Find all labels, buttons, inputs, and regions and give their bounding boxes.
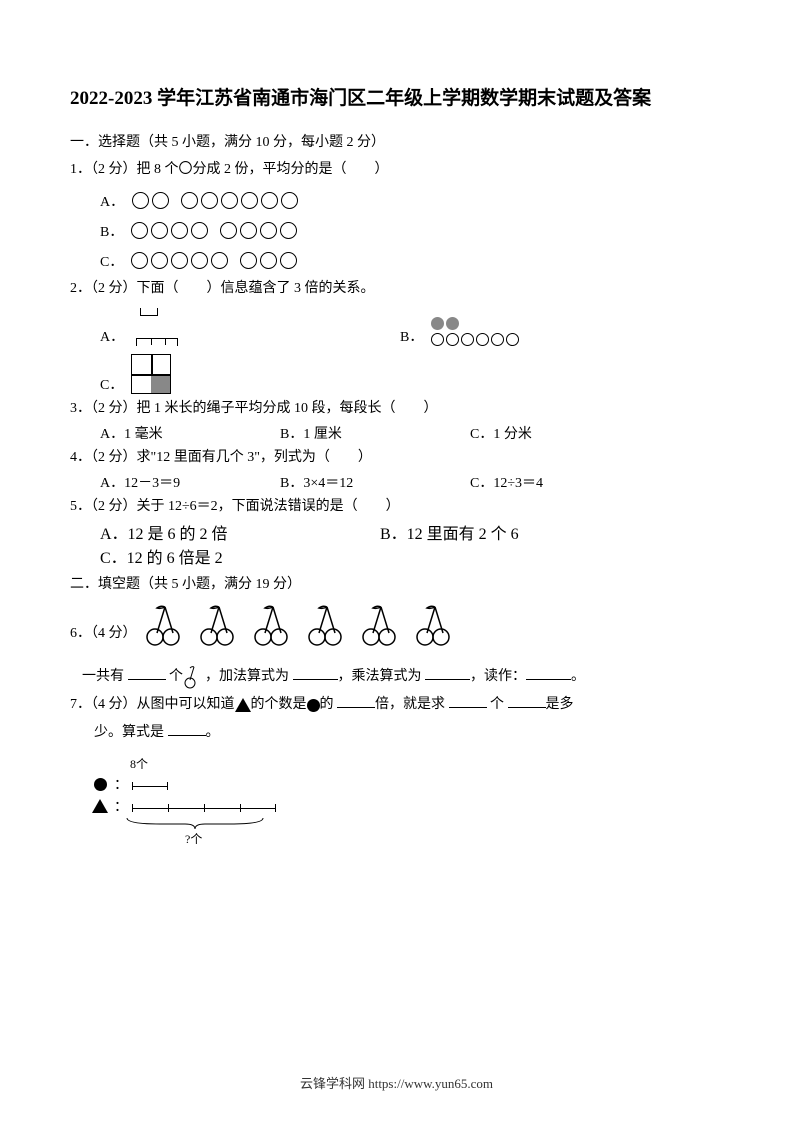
cherry-icon bbox=[249, 603, 297, 647]
section2-header: 二．填空题（共 5 小题，满分 19 分） bbox=[70, 572, 723, 597]
text: ，乘法算式为 bbox=[338, 669, 426, 684]
q1-option-b: B． bbox=[100, 218, 723, 244]
q2-option-b: B． bbox=[400, 317, 519, 346]
text: 。 bbox=[571, 669, 585, 684]
text: 少。算式是 bbox=[94, 725, 168, 740]
option-label: B． bbox=[400, 326, 423, 346]
q5-option-c: C．12 的 6 倍是 2 bbox=[100, 544, 223, 568]
q7-dot-row: ： bbox=[90, 774, 723, 794]
circle-group bbox=[240, 252, 297, 269]
q3-text: 3．（2 分）把 1 米长的绳子平均分成 10 段，每段长（ ） bbox=[70, 396, 723, 423]
text: 个 bbox=[166, 669, 184, 684]
colon: ： bbox=[114, 774, 128, 794]
q4-option-c: C．12÷3＝4 bbox=[470, 472, 543, 492]
q1-text: 1．（2 分）把 8 个〇分成 2 份，平均分的是（ ） bbox=[70, 157, 723, 184]
q4-options: A．12－3＝9 B．3×4＝12 C．12÷3＝4 bbox=[100, 472, 723, 492]
text: 倍，就是求 bbox=[375, 697, 449, 712]
label-question: ?个 bbox=[185, 830, 723, 847]
q4-text: 4．（2 分）求"12 里面有几个 3"，列式为（ ） bbox=[70, 445, 723, 472]
q3-option-b: B．1 厘米 bbox=[280, 423, 470, 443]
q1-option-c: C． bbox=[100, 248, 723, 274]
cherry-icon bbox=[195, 603, 243, 647]
label-8: 8个 bbox=[130, 755, 723, 772]
blank-input[interactable] bbox=[449, 692, 487, 708]
q7-line2: 少。算式是 。 bbox=[94, 719, 723, 747]
text: ，加法算式为 bbox=[205, 669, 293, 684]
q2-row1: A． B． bbox=[100, 308, 723, 346]
q6-line2: 一共有 个 ，加法算式为 ，乘法算式为 ，读作： 。 bbox=[82, 663, 723, 691]
q3-options: A．1 毫米 B．1 厘米 C．1 分米 bbox=[100, 423, 723, 443]
blank-input[interactable] bbox=[425, 664, 470, 680]
blank-input[interactable] bbox=[128, 664, 166, 680]
q4-option-b: B．3×4＝12 bbox=[280, 472, 470, 492]
text: 7．（4 分）从图中可以知道 bbox=[70, 697, 235, 712]
dot-icon bbox=[94, 778, 107, 791]
blank-input[interactable] bbox=[168, 720, 206, 736]
circle-group bbox=[131, 252, 228, 269]
line-segment-icon bbox=[132, 800, 276, 812]
text: 的个数是 bbox=[251, 697, 307, 712]
blank-input[interactable] bbox=[526, 664, 571, 680]
circle-group bbox=[181, 192, 298, 209]
option-label: C． bbox=[100, 374, 123, 394]
triangle-icon bbox=[235, 698, 251, 712]
q6-label: 6．（4 分） bbox=[70, 621, 137, 648]
q5-options-row1: A．12 是 6 的 2 倍 B．12 里面有 2 个 6 bbox=[100, 520, 723, 544]
circle-group bbox=[220, 222, 297, 239]
cherry-icon bbox=[411, 603, 459, 647]
grid-square-icon bbox=[131, 354, 171, 394]
q3-option-a: A．1 毫米 bbox=[100, 423, 280, 443]
q6-row: 6．（4 分） bbox=[70, 603, 723, 647]
q1-option-a: A． bbox=[100, 188, 723, 214]
text: 个 bbox=[487, 697, 508, 712]
cherry-icon bbox=[357, 603, 405, 647]
triangle-icon bbox=[92, 799, 108, 813]
option-label: A． bbox=[100, 191, 124, 211]
q2-option-c: C． bbox=[100, 354, 723, 394]
dot-icon bbox=[307, 699, 320, 712]
blank-input[interactable] bbox=[337, 692, 375, 708]
brace-icon bbox=[125, 816, 265, 830]
cherry-icon bbox=[141, 603, 189, 647]
blank-input[interactable] bbox=[508, 692, 546, 708]
exam-title: 2022-2023 学年江苏省南通市海门区二年级上学期数学期末试题及答案 bbox=[70, 80, 723, 118]
q2-text: 2．（2 分）下面（ ）信息蕴含了 3 倍的关系。 bbox=[70, 276, 723, 303]
option-label: A． bbox=[100, 326, 124, 346]
circle-group bbox=[132, 192, 169, 209]
cherry-icon bbox=[303, 603, 351, 647]
option-label: C． bbox=[100, 251, 123, 271]
q7-line1: 7．（4 分）从图中可以知道 的个数是的 倍，就是求 个 是多 bbox=[70, 691, 723, 719]
bracket-diagram-icon bbox=[132, 308, 182, 346]
page-footer: 云锋学科网 https://www.yun65.com bbox=[0, 1073, 793, 1092]
q3-option-c: C．1 分米 bbox=[470, 423, 532, 443]
section1-header: 一．选择题（共 5 小题，满分 10 分，每小题 2 分） bbox=[70, 130, 723, 155]
colon: ： bbox=[114, 796, 128, 816]
q5-option-a: A．12 是 6 的 2 倍 bbox=[100, 520, 380, 544]
q7-diagram: 8个 ： ： ?个 bbox=[90, 755, 723, 847]
text: ，读作： bbox=[470, 669, 526, 684]
line-segment-icon bbox=[132, 778, 168, 790]
text: 。 bbox=[206, 725, 220, 740]
option-label: B． bbox=[100, 221, 123, 241]
circle-array-icon bbox=[431, 317, 519, 346]
text: 一共有 bbox=[82, 669, 128, 684]
q2-option-a: A． bbox=[100, 308, 400, 346]
q5-options-row2: C．12 的 6 倍是 2 bbox=[100, 544, 723, 568]
q4-option-a: A．12－3＝9 bbox=[100, 472, 280, 492]
q5-option-b: B．12 里面有 2 个 6 bbox=[380, 520, 519, 544]
single-): single-cherry-icon bbox=[183, 665, 205, 689]
text: 的 bbox=[320, 697, 338, 712]
text: 是多 bbox=[546, 697, 574, 712]
blank-input[interactable] bbox=[293, 664, 338, 680]
circle-group bbox=[131, 222, 208, 239]
q5-text: 5．（2 分）关于 12÷6＝2，下面说法错误的是（ ） bbox=[70, 494, 723, 521]
q7-triangle-row: ： bbox=[90, 796, 723, 816]
